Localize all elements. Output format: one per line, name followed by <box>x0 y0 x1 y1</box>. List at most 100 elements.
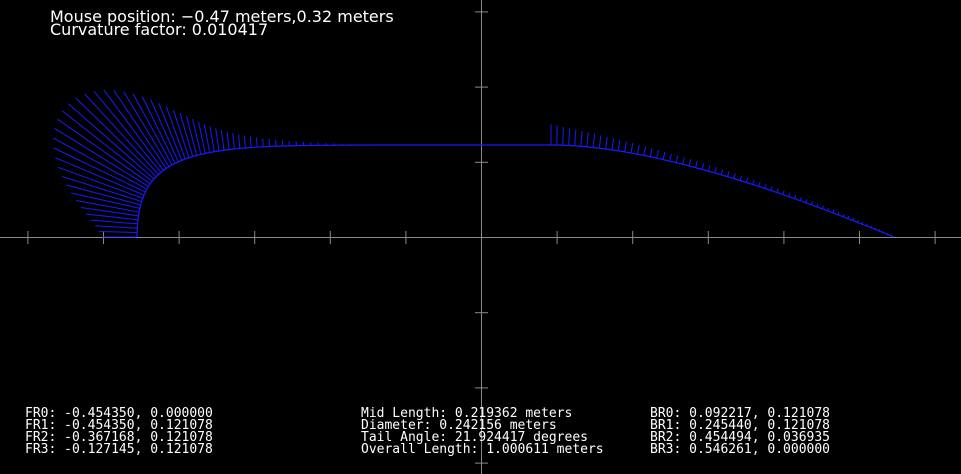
back-point: BR3: 0.546261, 0.000000 <box>650 442 830 457</box>
comb-line <box>598 135 602 149</box>
comb-line <box>58 166 143 199</box>
comb-line <box>55 157 145 196</box>
comb-line <box>68 103 155 180</box>
comb-line <box>172 109 190 158</box>
back-point: BR1: 0.245440, 0.121078 <box>650 418 830 433</box>
info-line: Tail Angle: 21.924417 degrees <box>361 430 588 445</box>
comb-line <box>243 135 246 148</box>
comb-line <box>611 138 615 150</box>
comb-line <box>592 133 596 148</box>
comb-line <box>776 188 779 193</box>
curvature-comb <box>53 89 892 238</box>
comb-line <box>793 194 797 199</box>
comb-line <box>220 130 225 151</box>
comb-line <box>733 173 736 179</box>
comb-line <box>57 118 151 185</box>
comb-line <box>574 129 577 146</box>
comb-line <box>249 136 252 148</box>
info-line: Mid Length: 0.219362 meters <box>361 406 572 421</box>
front-point: FR1: -0.454350, 0.121078 <box>25 418 213 433</box>
comb-line <box>132 93 173 166</box>
front-points: FR0: -0.454350, 0.000000 FR1: -0.454350,… <box>25 406 213 457</box>
comb-line <box>675 155 679 163</box>
comb-line <box>103 89 164 171</box>
info-line: Diameter: 0.242156 meters <box>361 418 557 433</box>
comb-line <box>99 231 138 233</box>
comb-line <box>215 128 220 151</box>
comb-line <box>842 213 845 217</box>
comb-line <box>179 113 194 157</box>
comb-line <box>656 149 660 159</box>
comb-line <box>141 96 176 164</box>
comb-line <box>837 211 840 215</box>
comb-line <box>788 192 791 197</box>
comb-line <box>816 203 819 207</box>
comb-line <box>810 201 814 205</box>
comb-line <box>617 139 621 151</box>
front-point: FR0: -0.454350, 0.000000 <box>25 406 213 421</box>
front-point: FR2: -0.367168, 0.121078 <box>25 430 213 445</box>
comb-line <box>630 143 634 154</box>
fuselage-profile <box>136 144 895 238</box>
comb-line <box>226 131 230 150</box>
comb-line <box>113 90 167 169</box>
comb-line <box>701 163 705 170</box>
comb-line <box>85 213 138 221</box>
comb-line <box>727 171 730 177</box>
front-point: FR3: -0.127145, 0.121078 <box>25 442 213 457</box>
comb-line <box>93 91 162 173</box>
comb-line <box>150 99 179 162</box>
comb-line <box>568 128 571 146</box>
comb-line <box>720 169 724 175</box>
comb-line <box>61 175 142 202</box>
comb-line <box>203 124 211 153</box>
comb-line <box>61 110 153 182</box>
comb-line <box>682 157 685 165</box>
comb-line <box>75 97 157 177</box>
curvature-factor: Curvature factor: 0.010417 <box>50 20 268 39</box>
comb-line <box>605 136 608 150</box>
comb-line <box>636 144 640 155</box>
mouse-position: Mouse position: −0.47 meters,0.32 meters <box>50 7 394 26</box>
comb-line <box>66 184 141 206</box>
comb-line <box>649 148 653 157</box>
comb-line <box>714 167 717 174</box>
comb-line <box>745 177 749 183</box>
comb-line <box>586 132 589 147</box>
comb-line <box>669 153 672 162</box>
comb-line <box>752 179 755 185</box>
comb-line <box>198 121 206 154</box>
comb-line <box>799 196 802 201</box>
comb-line <box>123 91 170 167</box>
comb-line <box>185 116 198 156</box>
comb-line <box>821 205 824 209</box>
comb-line <box>238 134 241 149</box>
comb-line <box>770 186 773 191</box>
comb-line <box>764 184 767 189</box>
comb-line <box>805 199 808 203</box>
comb-line <box>832 209 835 213</box>
comb-line <box>758 181 761 187</box>
comb-line <box>53 147 146 193</box>
comb-line <box>80 206 139 217</box>
middle-info: Mid Length: 0.219362 meters Diameter: 0.… <box>361 406 604 457</box>
comb-line <box>209 126 215 152</box>
comb-line <box>695 161 698 168</box>
comb-line <box>580 130 583 147</box>
comb-line <box>192 119 202 155</box>
comb-line <box>71 192 140 209</box>
comb-line <box>232 133 235 149</box>
comb-line <box>739 175 743 181</box>
comb-line <box>256 137 258 148</box>
comb-line <box>643 146 647 156</box>
comb-line <box>662 151 666 160</box>
comb-line <box>688 159 692 167</box>
info-line: Overall Length: 1.000611 meters <box>361 442 604 457</box>
comb-line <box>624 141 627 152</box>
comb-line <box>707 165 711 172</box>
back-point: BR0: 0.092217, 0.121078 <box>650 406 830 421</box>
comb-line <box>75 200 140 213</box>
